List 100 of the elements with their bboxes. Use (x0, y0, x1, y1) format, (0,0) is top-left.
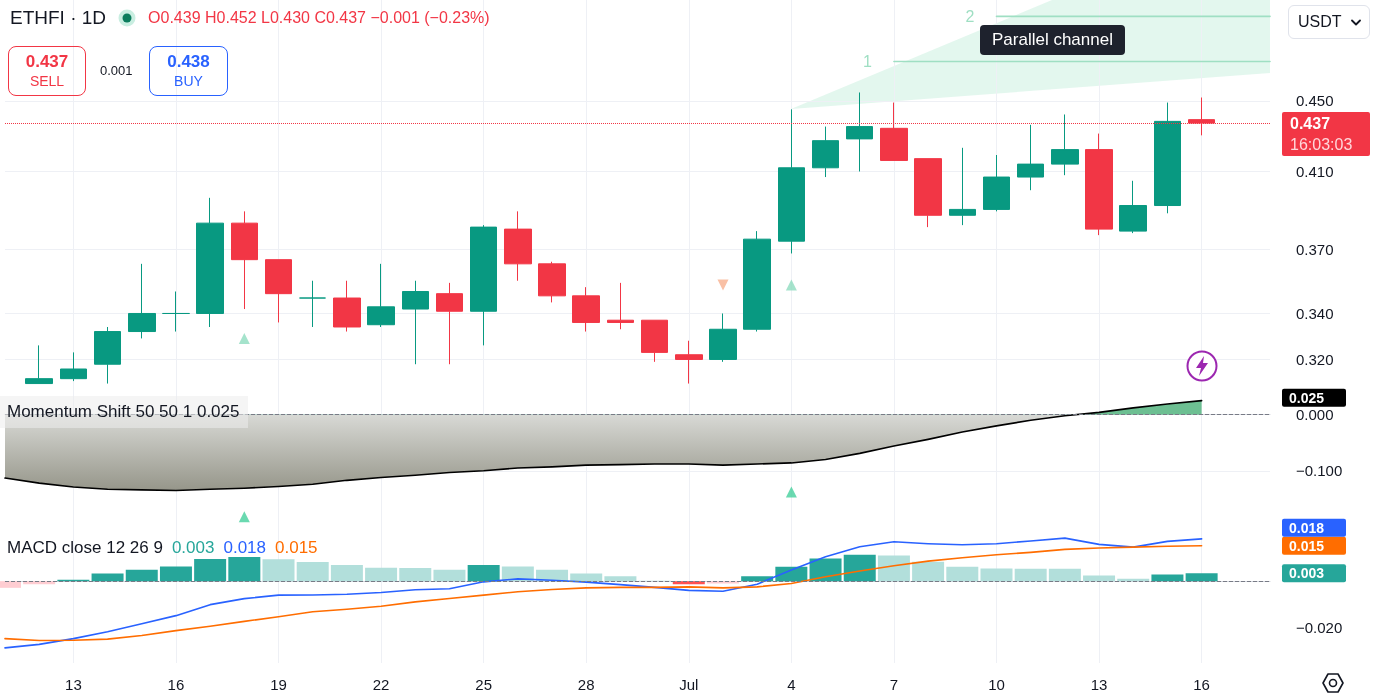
x-tick-label: 25 (475, 676, 492, 693)
annotation: 0.001 (100, 63, 133, 78)
bar (228, 557, 261, 582)
x-tick-label: 19 (270, 676, 287, 693)
x-tick-label: 22 (372, 676, 390, 693)
bar (912, 561, 945, 582)
bar (946, 566, 979, 582)
candlestick (60, 351, 87, 382)
tooltip: Parallel channel (980, 25, 1125, 55)
bar (1151, 574, 1184, 582)
bar (741, 576, 774, 582)
series-label: 1 (863, 52, 873, 70)
chart-title: ETHFI · 1D (10, 7, 107, 29)
candlestick (265, 259, 292, 323)
x-tick-label: 13 (1090, 676, 1108, 693)
candlestick (607, 282, 634, 330)
candlestick (196, 197, 224, 328)
currency-dropdown: USDT (1288, 5, 1370, 39)
y-tick-label: 0.450 (1296, 92, 1334, 110)
annotation: 0.003 (171, 537, 215, 559)
candlestick (949, 147, 976, 226)
bar (296, 562, 329, 582)
bar (604, 576, 637, 582)
annotation: 0.018 (223, 537, 266, 559)
buy-button: 0.438 BUY (149, 46, 228, 96)
text: Momentum Shift 50 50 1 0.025 (0, 396, 249, 428)
text: O0.439 H0.452 L0.430 C0.437 −0.001 (−0.23%) (148, 9, 490, 27)
x-tick-label: 16 (167, 676, 185, 693)
candlestick (1085, 133, 1113, 236)
bar (262, 559, 295, 582)
bar (1185, 573, 1218, 582)
candlestick (709, 312, 737, 363)
bar (330, 565, 363, 582)
bar (125, 569, 158, 582)
candlestick (846, 91, 873, 172)
candlestick (641, 319, 668, 363)
candlestick (1017, 124, 1044, 191)
text: 16:03:03 (1290, 135, 1353, 153)
candlestick (1051, 113, 1079, 176)
x-tick-label: 4 (787, 676, 796, 693)
y-tick-label: −0.100 (1296, 462, 1343, 480)
bar (399, 568, 432, 582)
y-tick-label: 0.000 (1296, 406, 1334, 424)
candlestick (538, 261, 566, 303)
text: 0.015 (1289, 537, 1325, 554)
chart-title: MACD close 12 26 9 (7, 537, 163, 559)
candlestick (572, 286, 600, 333)
candlestick (983, 154, 1010, 212)
x-tick-label: 28 (577, 676, 595, 693)
text: 0.018 (1289, 519, 1325, 536)
bar (1048, 568, 1081, 582)
candlestick (914, 158, 942, 228)
annotation: 0.015 (275, 537, 318, 559)
series-label: 2 (965, 7, 975, 25)
candlestick (367, 263, 395, 328)
candlestick (436, 282, 463, 365)
candlestick (231, 210, 258, 310)
bar (467, 565, 500, 582)
annotation: SELL (29, 72, 65, 90)
candlestick (470, 224, 497, 346)
y-tick-label: 0.320 (1296, 350, 1334, 368)
candlestick (128, 263, 156, 339)
candlestick (504, 210, 532, 282)
x-tick-label: 16 (1193, 676, 1210, 693)
bar (1083, 575, 1116, 582)
x-tick-label: 10 (988, 676, 1005, 693)
candlestick (812, 126, 839, 178)
y-tick-label: 0.370 (1296, 240, 1334, 258)
y-tick-label: 0.340 (1296, 304, 1334, 322)
annotation: BUY (174, 72, 203, 90)
bar (91, 573, 124, 582)
candlestick (299, 280, 326, 328)
bar (433, 569, 466, 582)
bar (877, 555, 910, 582)
candlestick (25, 344, 53, 385)
candlestick (743, 230, 771, 333)
bar (570, 573, 603, 582)
bar (159, 566, 192, 582)
y-tick-label: 0.410 (1296, 162, 1334, 180)
annotation: 0.437 (25, 52, 69, 72)
bar (1014, 568, 1047, 582)
x-tick-label: 13 (65, 676, 82, 693)
sell-button: 0.437 SELL (8, 46, 86, 96)
text: 0.003 (1289, 565, 1325, 582)
candlestick (402, 280, 429, 365)
text: −0.020 (1296, 618, 1343, 636)
x-tick-label: Jul (679, 676, 699, 693)
bar (980, 568, 1013, 582)
candlestick (1154, 102, 1181, 214)
annotation: 0.438 (167, 52, 210, 72)
bar (365, 567, 398, 582)
text: 0.025 (1289, 389, 1325, 406)
candlestick (675, 340, 703, 385)
ref-line-label: 0.437 (1290, 114, 1331, 132)
bar (843, 554, 876, 582)
candlestick (1119, 180, 1147, 234)
candlestick (94, 326, 121, 385)
candlestick (333, 280, 361, 333)
x-tick-label: 7 (889, 676, 899, 693)
bar (194, 558, 227, 582)
